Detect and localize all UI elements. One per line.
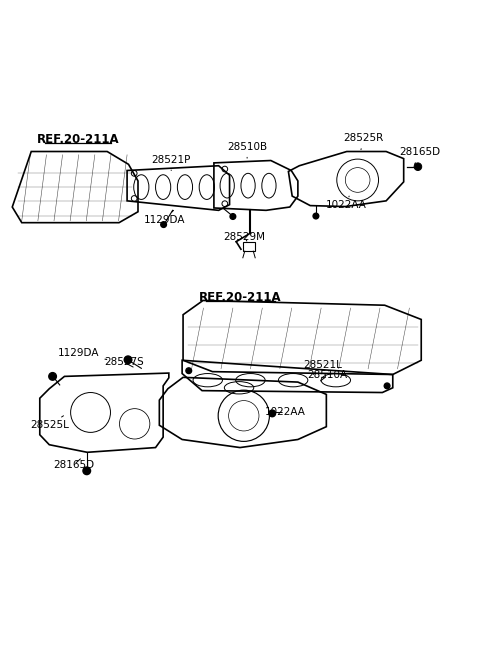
Text: 28527S: 28527S [104,357,144,367]
Text: 28521L: 28521L [303,360,342,375]
Circle shape [49,373,56,380]
Text: REF.20-211A: REF.20-211A [36,133,119,146]
Text: 28165D: 28165D [53,459,95,470]
Text: 28521P: 28521P [152,155,191,171]
Bar [243,241,255,251]
Circle shape [161,222,167,228]
Circle shape [83,467,91,474]
Text: 28510A: 28510A [308,371,348,381]
Text: REF.20-211A: REF.20-211A [199,291,281,304]
Text: 28510B: 28510B [227,142,267,158]
Circle shape [384,383,390,389]
Text: 1022AA: 1022AA [326,196,367,210]
Text: 28529M: 28529M [224,232,266,242]
Text: 28525R: 28525R [343,133,384,150]
Circle shape [313,213,319,219]
Text: 28525L: 28525L [30,416,69,430]
Text: 1129DA: 1129DA [58,348,107,359]
Circle shape [230,214,236,219]
Text: 28165D: 28165D [400,148,441,164]
Circle shape [269,410,276,417]
Text: 1129DA: 1129DA [144,211,185,225]
Text: 1022AA: 1022AA [264,407,305,417]
Circle shape [414,163,422,171]
Circle shape [124,356,132,363]
Circle shape [186,368,192,373]
